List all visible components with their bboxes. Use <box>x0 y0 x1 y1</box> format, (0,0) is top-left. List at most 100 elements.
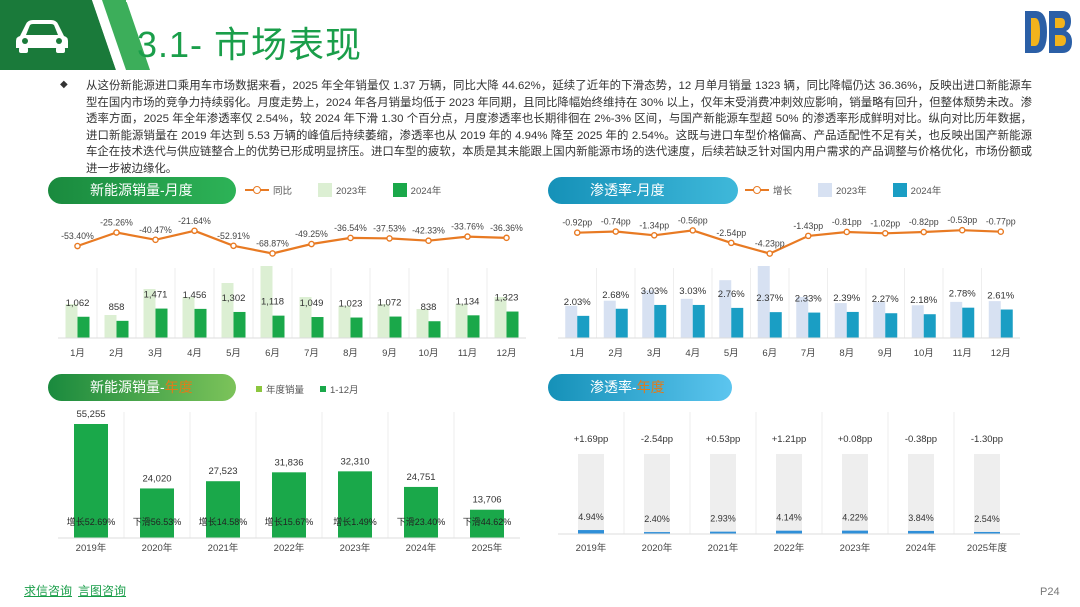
bar-value-label: 2.37% <box>756 293 783 304</box>
trend-point <box>347 234 354 242</box>
bar-value-label: 858 <box>109 302 125 313</box>
bar-value-label: 2.33% <box>795 294 822 305</box>
x-tick-label: 4月 <box>187 348 202 359</box>
bar-prev-year <box>911 305 924 338</box>
bar-prev-year <box>260 266 273 338</box>
bar-value-label: 2.39% <box>833 293 860 304</box>
x-tick-label: 8月 <box>839 348 854 359</box>
legend-swatch <box>392 183 407 197</box>
legend-swatch <box>892 183 907 197</box>
bar-current-year <box>389 316 402 338</box>
intro-paragraph: 从这份新能源进口乘用车市场数据来看，2025 年全年销量仅 1.37 万辆，同比… <box>86 80 1032 175</box>
annual-pen-title-text: 渗透率- <box>590 379 637 395</box>
bar-current-year <box>1000 309 1013 338</box>
bar-value-label: 13,706 <box>472 495 501 506</box>
bar-value-label: 1,471 <box>144 290 168 301</box>
bar-value-label: 2.03% <box>564 297 591 308</box>
bar-current-year <box>885 313 898 338</box>
trend-point <box>386 235 393 242</box>
bar-value-label: 32,310 <box>340 456 369 467</box>
x-tick-label: 2023年 <box>840 542 871 554</box>
trend-label: -0.82pp <box>909 217 939 227</box>
annual-pen-title: 渗透率-年度 <box>548 374 732 401</box>
change-label: +1.69pp <box>574 434 609 445</box>
annual-sales-bar <box>74 424 108 538</box>
change-label: -2.54pp <box>641 434 673 445</box>
x-tick-label: 7月 <box>304 348 319 359</box>
trend-label: -0.74pp <box>601 217 631 227</box>
x-tick-label: 10月 <box>418 348 438 359</box>
legend-swatch <box>320 386 327 392</box>
monthly-sales-title-text: 新能源销量-月度 <box>90 182 193 198</box>
bar-prev-year <box>494 297 507 338</box>
annual-sales-bar <box>404 486 438 538</box>
legend-label: 2023年 <box>336 186 367 197</box>
trend-line <box>77 229 507 255</box>
legend-line-swatch <box>745 185 769 195</box>
bullet-icon: ◆ <box>60 79 68 90</box>
bar-prev-year <box>299 297 312 338</box>
trend-label: -37.53% <box>373 223 406 233</box>
x-tick-label: 2025年 <box>472 542 503 554</box>
change-label: 增长15.67% <box>265 516 314 527</box>
trend-label: -40.47% <box>139 225 172 235</box>
bar-current-year <box>311 317 324 338</box>
legend-label: 2024年 <box>410 186 442 197</box>
change-label: 增长14.58% <box>199 516 248 527</box>
bar-value-label: 1,072 <box>378 298 402 309</box>
monthly-sales-legend: 同比 2023年 2024年 <box>245 183 461 197</box>
monthly-sales-title: 新能源销量-月度 <box>48 177 236 204</box>
annual-pen-bar <box>578 530 604 534</box>
change-label: 增长1.49% <box>333 516 377 527</box>
bar-current-year <box>654 304 667 338</box>
bar-value-label: 2.54% <box>974 514 1000 524</box>
trend-label: -53.40% <box>61 231 94 241</box>
change-label: 增长52.69% <box>67 516 116 527</box>
trend-label: -49.25% <box>295 229 328 239</box>
annual-pen-bar <box>710 531 736 534</box>
bar-prev-year <box>221 283 234 338</box>
annual-sales-title: 新能源销量-年度 <box>48 374 236 401</box>
trend-point <box>503 234 510 242</box>
annual-sales-bar <box>272 472 306 538</box>
x-tick-label: 2021年 <box>208 542 239 554</box>
trend-label: -36.54% <box>334 223 367 233</box>
bar-prev-year <box>680 298 693 338</box>
car-icon <box>16 20 68 53</box>
bar-prev-year <box>338 306 351 338</box>
trend-point <box>464 233 471 240</box>
change-label: 下滑44.62% <box>463 517 512 527</box>
annual-sales-bar <box>470 509 504 538</box>
x-tick-label: 2019年 <box>576 542 607 554</box>
legend-label: 2023年 <box>836 186 867 197</box>
monthly-pen-legend: 增长 2023年 2024年 <box>745 183 961 197</box>
x-tick-label: 1月 <box>70 348 85 359</box>
x-tick-label: 2020年 <box>642 542 673 554</box>
trend-label: -1.43pp <box>793 221 823 231</box>
bar-current-year <box>155 308 168 338</box>
annual-sales-chart: 55,255 增长52.69% 2019年 24,020 下滑56.53% 2020年 27… <box>58 409 520 554</box>
bar-value-label: 31,836 <box>274 457 303 468</box>
x-tick-label: 12月 <box>991 348 1011 359</box>
trend-point <box>689 227 697 234</box>
bar-prev-year <box>143 289 156 338</box>
bar-background <box>578 454 604 534</box>
bar-current-year <box>194 308 207 338</box>
trend-point <box>152 236 159 244</box>
footer-link[interactable]: 言图咨询 <box>78 584 127 598</box>
bar-prev-year <box>182 297 195 338</box>
bar-value-label: 55,255 <box>76 409 105 420</box>
x-tick-label: 7月 <box>801 348 816 359</box>
bar-current-year <box>692 304 705 338</box>
x-tick-label: 2021年 <box>708 542 739 554</box>
footer-link[interactable]: 求信咨询 <box>24 584 73 598</box>
bar-value-label: 24,751 <box>406 472 435 483</box>
bar-value-label: 1,049 <box>300 298 324 309</box>
bar-current-year <box>808 312 821 338</box>
x-tick-label: 3月 <box>647 348 662 359</box>
page-number: P24 <box>1040 586 1060 598</box>
bar-value-label: 1,062 <box>66 298 90 309</box>
bar-background <box>974 454 1000 534</box>
bar-current-year <box>846 311 859 338</box>
bar-value-label: 2.27% <box>872 294 899 305</box>
